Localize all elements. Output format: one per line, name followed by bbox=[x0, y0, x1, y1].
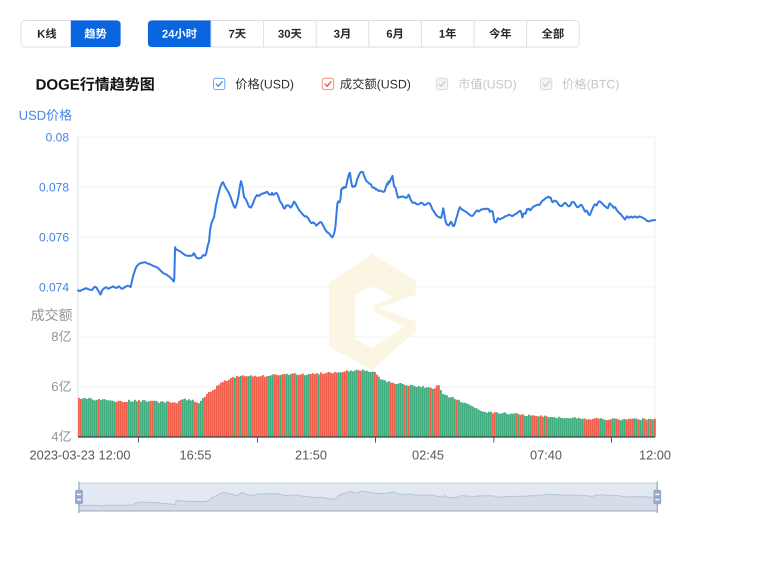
svg-text:0.08: 0.08 bbox=[46, 130, 70, 144]
svg-text:12:00: 12:00 bbox=[639, 448, 671, 463]
svg-text:2023-03-23 12:00: 2023-03-23 12:00 bbox=[29, 448, 130, 463]
svg-text:07:40: 07:40 bbox=[530, 448, 562, 463]
svg-text:02:45: 02:45 bbox=[412, 448, 444, 463]
svg-text:0.076: 0.076 bbox=[39, 230, 69, 244]
svg-text:0.074: 0.074 bbox=[39, 280, 69, 294]
svg-text:0.078: 0.078 bbox=[39, 180, 69, 194]
svg-text:21:50: 21:50 bbox=[295, 448, 327, 463]
svg-text:16:55: 16:55 bbox=[179, 448, 211, 463]
